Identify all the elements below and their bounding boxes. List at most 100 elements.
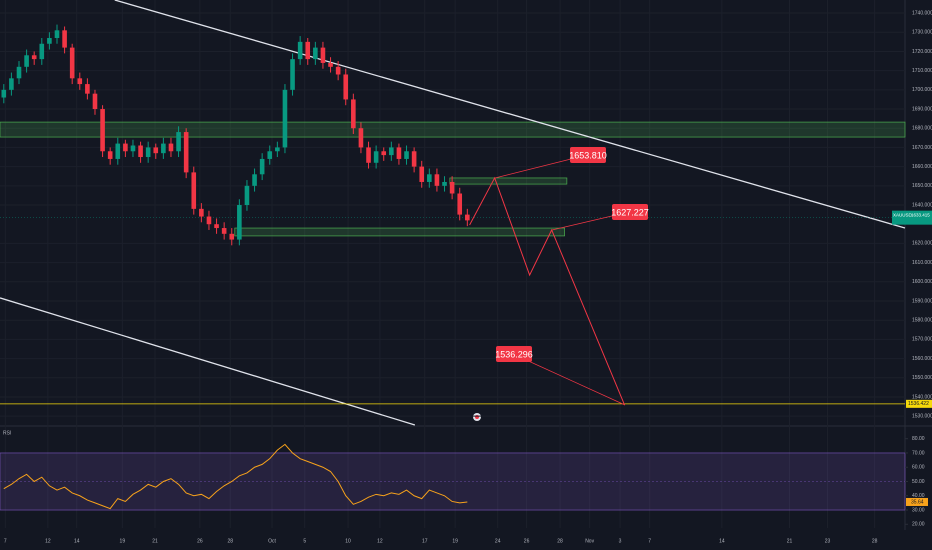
y-tick-label: 1590.000 [912, 298, 932, 304]
candle-body [328, 62, 333, 67]
candle-body [130, 145, 136, 152]
x-tick-label: 28 [557, 538, 563, 544]
candle-body [389, 147, 394, 156]
candle-body [199, 208, 204, 217]
y-tick-label: 1560.000 [912, 356, 932, 362]
x-tick-label: 7 [648, 538, 651, 544]
candle-body [47, 38, 52, 44]
y-tick-label: 70.00 [912, 450, 925, 456]
rsi-title: RSI [3, 430, 11, 436]
candle-body [161, 143, 166, 154]
candle-body [183, 132, 189, 173]
x-tick-label: 5 [303, 538, 306, 544]
x-tick-label: 28 [227, 538, 233, 544]
candle-body [77, 78, 83, 85]
candle-body [206, 216, 212, 225]
x-tick-label: 14 [719, 538, 725, 544]
x-tick-label: Oct [268, 538, 276, 544]
x-tick-label: 3 [619, 538, 622, 544]
callout-box [612, 204, 648, 220]
candle-body [434, 174, 440, 186]
candle-body [145, 147, 151, 158]
candle-body [449, 181, 455, 194]
x-tick-label: Nov [585, 538, 594, 544]
candle-body [411, 151, 417, 167]
x-tick-label: 24 [495, 538, 501, 544]
candle-body [214, 224, 219, 229]
x-tick-label: 21 [152, 538, 158, 544]
event-icon-dot [475, 415, 479, 419]
y-tick-label: 1680.000 [912, 126, 932, 132]
callout-label: 1653.810 [569, 150, 607, 160]
zone [234, 227, 565, 237]
callout-label: 1627.227 [611, 207, 649, 217]
candle-body [290, 59, 295, 90]
candle-body [191, 172, 197, 209]
x-tick-label: 19 [452, 538, 458, 544]
candle-body [24, 55, 29, 67]
candle-body [237, 205, 242, 240]
candle-body [282, 89, 288, 148]
y-tick-label: 1740.000 [912, 10, 932, 16]
y-tick-label: 1710.000 [912, 68, 932, 74]
y-tick-label: 1550.000 [912, 375, 932, 381]
y-tick-label: 1600.000 [912, 279, 932, 285]
y-tick-label: 1620.000 [912, 241, 932, 247]
candle-body [244, 185, 250, 206]
candle-body [320, 47, 326, 63]
candle-body [366, 147, 371, 163]
x-tick-label: 26 [197, 538, 203, 544]
callout-box [496, 346, 532, 362]
candle-body [305, 41, 311, 60]
candle-body [123, 143, 128, 152]
callout-box [570, 147, 606, 163]
candle-body [419, 166, 425, 182]
x-tick-label: 10 [345, 538, 351, 544]
candle-body [343, 74, 349, 100]
candle-body [313, 47, 318, 60]
candle-body [107, 151, 113, 159]
candle-body [85, 84, 90, 94]
candle-body [252, 174, 257, 186]
candle-body [427, 174, 432, 182]
candle-body [168, 143, 174, 152]
y-tick-label: 1730.000 [912, 30, 932, 36]
candle-body [62, 30, 67, 48]
candle-body [69, 47, 75, 79]
candle-body [351, 99, 356, 129]
callout-label: 1536.296 [495, 349, 533, 359]
x-tick-label: 7 [4, 538, 7, 544]
rsi-line [3, 443, 468, 510]
candle-body [115, 143, 121, 159]
candle-body [31, 55, 37, 60]
candle-body [381, 151, 387, 156]
candle-body [100, 109, 105, 152]
projection-path [469, 176, 626, 406]
level-label: 1536.422 [908, 401, 929, 407]
rsi-value-label: 35.64 [911, 499, 924, 505]
candle-body [229, 233, 235, 240]
zone [449, 177, 568, 185]
x-tick-label: 21 [787, 538, 793, 544]
candle-body [1, 89, 7, 98]
candle-body [176, 132, 181, 152]
candle-body [373, 151, 379, 163]
y-tick-label: 30.00 [912, 507, 925, 513]
x-tick-label: 17 [422, 538, 428, 544]
candle-body [267, 151, 273, 159]
candle-body [39, 43, 45, 60]
price-label: 1633.415 [911, 212, 930, 217]
candle-body [138, 145, 143, 158]
x-tick-label: 19 [120, 538, 126, 544]
y-tick-label: 1660.000 [912, 164, 932, 170]
y-tick-label: 80.00 [912, 436, 925, 442]
candle-body [457, 193, 463, 215]
y-tick-label: 1650.000 [912, 183, 932, 189]
candle-body [275, 147, 280, 152]
y-tick-label: 1580.000 [912, 318, 932, 324]
price-tag [892, 210, 932, 225]
candle-body [9, 78, 14, 90]
x-tick-label: 28 [872, 538, 878, 544]
x-tick-label: 14 [74, 538, 80, 544]
